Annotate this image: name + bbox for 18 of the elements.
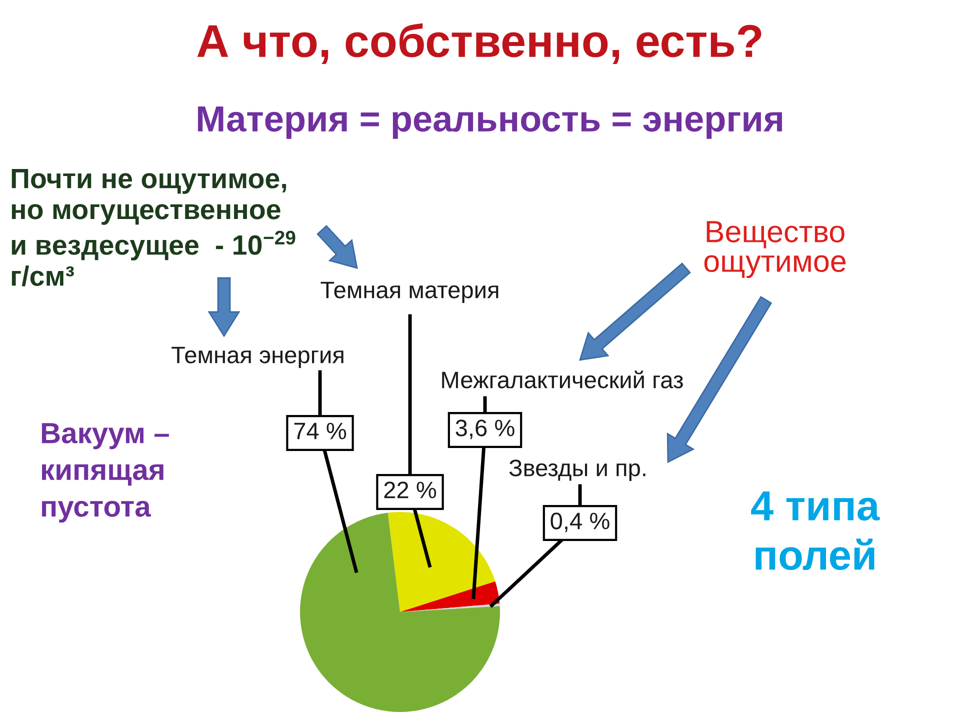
text: 4 типа полей — [751, 492, 880, 570]
text: Почти не ощутимое, но могущественное и вездесущее - 10$^{−29}$ г/см³ — [12, 169, 296, 286]
chart-title: А что, собственно, есть? — [197, 23, 762, 64]
slice-label: Звезды и пр. — [509, 460, 646, 482]
slice-label: Межгалактический газ — [442, 370, 683, 388]
data-label: 74 % — [294, 422, 346, 440]
text: Вакуум – кипящая пустота — [42, 423, 169, 523]
data-label: 0,4 % — [550, 512, 610, 532]
slice-label: Темная материя — [320, 282, 498, 304]
slice-label: Темная энергия — [172, 346, 344, 368]
pie-slice — [300, 512, 500, 712]
text: Вещество ощутимое — [704, 221, 846, 278]
pie-slice — [388, 512, 496, 612]
data-label: 22 % — [384, 482, 436, 498]
pie-slice — [400, 581, 500, 612]
pie-slice — [400, 604, 500, 612]
chart-subtitle: Материя = реальность = энергия — [198, 106, 782, 139]
data-label: 3,6 % — [456, 420, 514, 440]
